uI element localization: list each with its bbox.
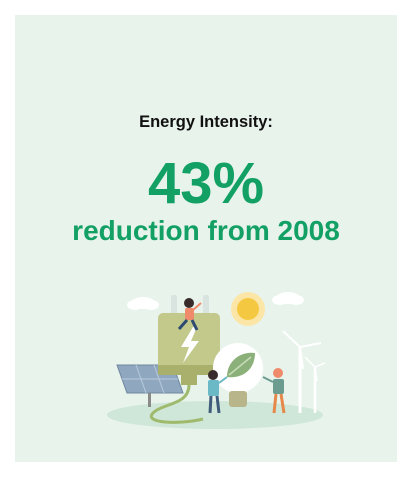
wind-turbine-icon: [304, 356, 326, 413]
cloud-icon: [272, 292, 304, 305]
energy-illustration: [107, 292, 326, 429]
ground-shadow: [107, 401, 323, 429]
sun-icon: [231, 292, 265, 326]
wind-turbine-icon: [282, 330, 322, 413]
energy-intensity-card: Energy Intensity: 43% reduction from 200…: [15, 15, 397, 462]
metric-label: Energy Intensity:: [139, 113, 273, 131]
person-icon: [177, 298, 202, 331]
person-icon: [262, 368, 286, 414]
lightning-bolt-icon: [181, 327, 199, 363]
person-icon: [208, 370, 228, 414]
metric-value: 43%: [147, 151, 265, 216]
leaf-icon: [227, 352, 255, 378]
cloud-icon: [127, 297, 159, 310]
metric-description: reduction from 2008: [72, 215, 340, 246]
